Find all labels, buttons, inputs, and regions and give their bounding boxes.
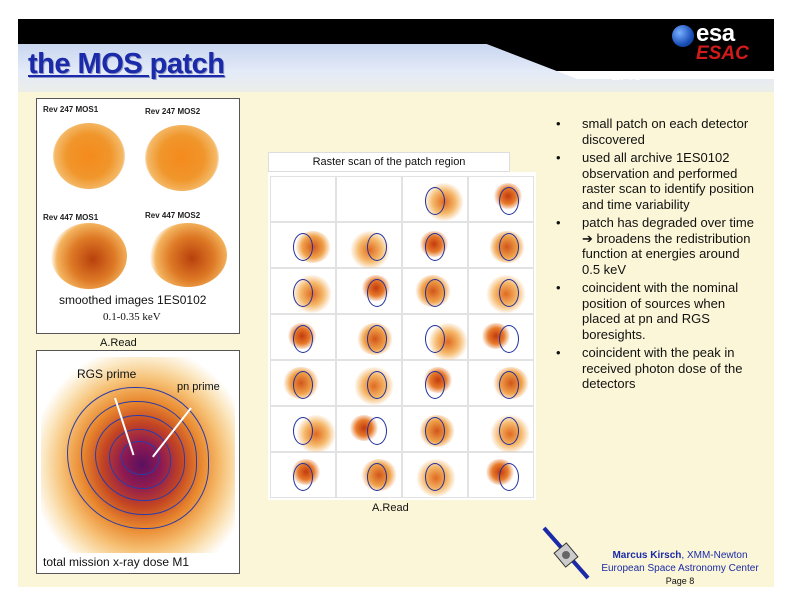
bullet-list: small patch on each detector discovered … xyxy=(556,116,756,395)
raster-ring xyxy=(499,233,519,261)
image-label: Rev 247 MOS1 xyxy=(43,105,99,114)
raster-cell xyxy=(468,314,534,360)
raster-ring xyxy=(293,325,313,353)
bullet-item: used all archive 1ES0102 observation and… xyxy=(556,150,756,212)
raster-ring xyxy=(367,371,387,399)
raster-ring xyxy=(499,187,519,215)
raster-credit: A.Read xyxy=(372,502,409,514)
raster-ring xyxy=(293,233,313,261)
energy-range: 0.1-0.35 keV xyxy=(103,311,161,323)
raster-ring xyxy=(425,371,445,399)
raster-ring xyxy=(499,279,519,307)
raster-cell xyxy=(270,406,337,453)
pn-prime-label: pn prime xyxy=(177,381,220,393)
dose-caption: total mission x-ray dose M1 xyxy=(43,555,190,569)
raster-ring xyxy=(367,279,387,307)
logo-esa-text: esa xyxy=(696,20,735,47)
raster-cell xyxy=(336,360,402,406)
raster-cell xyxy=(270,268,336,314)
mission-name: , XMM-Newton xyxy=(681,550,748,561)
raster-cell xyxy=(468,360,534,406)
raster-ring xyxy=(499,325,519,353)
smoothed-image-rev447-mos1 xyxy=(51,223,127,289)
bullet-item: coincident with the peak in received pho… xyxy=(556,345,756,392)
raster-ring xyxy=(425,187,445,215)
smoothed-image-rev247-mos2 xyxy=(145,125,219,191)
image-label: Rev 447 MOS1 xyxy=(43,213,99,222)
raster-title: Raster scan of the patch region xyxy=(268,152,510,172)
raster-cell xyxy=(402,268,468,314)
raster-ring xyxy=(499,371,519,399)
raster-ring xyxy=(425,233,445,261)
image-label: Rev 447 MOS2 xyxy=(145,211,201,220)
raster-scan-panel: Raster scan of the patch region xyxy=(268,152,536,500)
page-number: Page 8 xyxy=(665,576,695,586)
image-label: Rev 247 MOS2 xyxy=(145,107,201,116)
raster-cell xyxy=(336,406,402,452)
raster-cell xyxy=(270,176,336,222)
raster-cell xyxy=(270,314,336,360)
raster-ring xyxy=(425,325,445,353)
smoothed-images-panel: Rev 247 MOS1 Rev 247 MOS2 Rev 447 MOS1 R… xyxy=(36,98,240,334)
raster-ring xyxy=(425,463,445,491)
contour xyxy=(67,387,209,529)
author-name: Marcus Kirsch xyxy=(612,550,682,561)
contour xyxy=(109,429,171,489)
raster-cell xyxy=(402,360,468,406)
smoothed-caption: smoothed images 1ES0102 xyxy=(59,293,207,307)
bullet-item: patch has degraded over time ➔ broadens … xyxy=(556,215,756,277)
raster-ring xyxy=(425,279,445,307)
contour xyxy=(95,415,185,501)
smoothed-image-rev447-mos2 xyxy=(149,223,227,287)
raster-ring xyxy=(499,417,519,445)
raster-cell xyxy=(336,452,402,498)
raster-cell xyxy=(468,406,534,453)
raster-cell xyxy=(402,222,468,268)
raster-cell xyxy=(402,406,468,452)
raster-ring xyxy=(367,233,387,261)
satellite-icon xyxy=(542,526,590,580)
contour xyxy=(121,441,159,475)
smoothed-credit: A.Read xyxy=(100,337,137,349)
raster-ring xyxy=(499,463,519,491)
raster-ring xyxy=(425,417,445,445)
raster-cell xyxy=(468,268,534,314)
raster-ring xyxy=(367,325,387,353)
footer: Marcus Kirsch, XMM-Newton European Space… xyxy=(588,549,772,588)
raster-cell xyxy=(270,222,336,268)
bullet-item: small patch on each detector discovered xyxy=(556,116,756,147)
raster-cell xyxy=(270,360,336,406)
raster-ring xyxy=(367,417,387,445)
dose-map-image xyxy=(41,357,235,553)
section-label: EPIC xyxy=(612,68,643,83)
raster-ring xyxy=(293,417,313,445)
raster-cell xyxy=(270,452,336,498)
raster-ring xyxy=(293,279,313,307)
smoothed-image-rev247-mos1 xyxy=(53,123,125,189)
rgs-prime-label: RGS prime xyxy=(77,367,137,381)
page-title: the MOS patch xyxy=(28,48,225,80)
raster-cell xyxy=(402,176,468,222)
raster-cell xyxy=(336,268,402,314)
raster-cell xyxy=(402,452,468,498)
raster-ring xyxy=(367,463,387,491)
raster-cell xyxy=(336,222,402,269)
raster-cell xyxy=(402,314,469,361)
raster-cell xyxy=(468,222,534,268)
raster-ring xyxy=(293,463,313,491)
raster-cell xyxy=(468,452,534,498)
organization: European Space Astronomy Center xyxy=(601,563,759,574)
raster-cell xyxy=(336,314,402,360)
globe-icon xyxy=(672,25,694,47)
esa-logo: esa ESAC xyxy=(668,20,772,64)
raster-ring xyxy=(293,371,313,399)
logo-esac-text: ESAC xyxy=(696,43,749,64)
contour xyxy=(81,401,197,515)
dose-map-panel: RGS prime pn prime total mission x-ray d… xyxy=(36,350,240,574)
raster-cell xyxy=(468,176,534,222)
bullet-item: coincident with the nominal position of … xyxy=(556,280,756,342)
raster-cell xyxy=(336,176,402,222)
